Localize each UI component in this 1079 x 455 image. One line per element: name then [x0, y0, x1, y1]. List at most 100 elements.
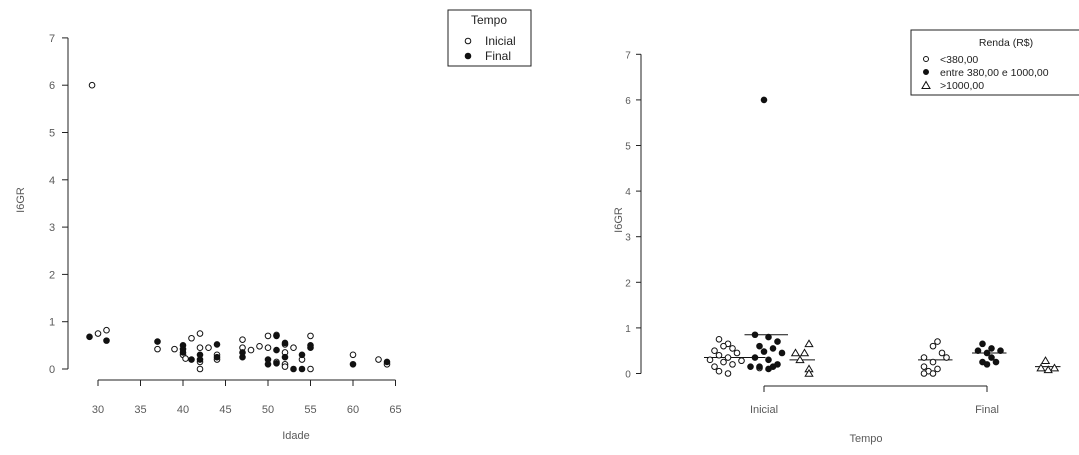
left-data-point [307, 344, 314, 352]
right-data-point [938, 349, 946, 357]
right-data-point [729, 361, 736, 368]
right-data-point [715, 336, 723, 343]
right-data-point [765, 333, 772, 341]
right-data-point [724, 354, 732, 361]
right-data-point [920, 354, 928, 361]
right-data-point [988, 354, 995, 361]
left-data-point [88, 81, 96, 89]
right-data-point [765, 356, 772, 364]
left-data-point [281, 353, 289, 361]
left-data-point [281, 363, 289, 370]
left-data-point [154, 338, 161, 345]
right-y-tick-label: 2 [625, 278, 631, 289]
right-data-point [804, 339, 814, 348]
right-legend-entry-low: <380,00 [940, 54, 978, 66]
right-data-point [804, 368, 814, 377]
left-y-tick-label: 6 [49, 80, 55, 92]
right-data-point [760, 348, 768, 355]
right-y-tick-label: 5 [625, 142, 631, 153]
left-y-tick-label: 0 [49, 364, 55, 376]
left-data-point [188, 356, 195, 363]
legend-open-triangle-marker [921, 80, 931, 89]
right-data-point [934, 365, 941, 373]
right-data-point [934, 338, 941, 345]
right-data-point [1036, 363, 1046, 372]
left-x-tick-label: 50 [262, 404, 274, 416]
left-data-point [349, 351, 357, 359]
left-legend-entry-inicial: Inicial [485, 34, 516, 48]
left-data-point [264, 332, 272, 340]
left-data-point [103, 337, 110, 344]
right-data-point [799, 348, 810, 357]
left-data-point [86, 333, 93, 341]
left-data-point [290, 344, 297, 352]
left-y-tick-label: 1 [49, 317, 55, 329]
left-x-tick-label: 40 [177, 404, 189, 416]
right-data-point [720, 342, 727, 350]
right-ylabel: I6GR [613, 207, 625, 233]
right-data-point [920, 370, 928, 377]
right-data-point [983, 361, 991, 368]
legend-filled-circle-marker [464, 52, 472, 60]
right-data-point [929, 370, 937, 377]
left-data-point [247, 346, 255, 354]
legend-filled-circle-marker [923, 69, 929, 75]
right-y-tick-label: 1 [625, 324, 631, 335]
right-data-point [774, 338, 781, 345]
left-data-point [171, 345, 178, 353]
left-data-point [154, 345, 161, 353]
right-data-point [974, 347, 982, 355]
left-xlabel: Idade [282, 430, 310, 442]
left-data-point [273, 360, 280, 367]
right-data-point [1040, 356, 1051, 365]
right-data-point [929, 358, 937, 366]
left-y-tick-label: 7 [49, 33, 55, 45]
left-y-tick-label: 3 [49, 222, 55, 234]
right-data-point [769, 345, 777, 352]
right-data-point [751, 331, 759, 339]
left-x-tick-label: 60 [347, 404, 359, 416]
left-data-point [188, 334, 195, 342]
right-data-point [929, 342, 937, 350]
legend-open-circle-marker [923, 56, 929, 62]
right-data-point [920, 363, 928, 370]
left-data-point [383, 358, 391, 366]
left-x-tick-label: 65 [389, 404, 401, 416]
left-y-tick-label: 2 [49, 269, 55, 281]
right-data-point [720, 358, 727, 366]
left-data-point [273, 332, 280, 340]
left-data-point [298, 351, 306, 359]
right-legend-entry-high: >1000,00 [940, 80, 984, 92]
left-legend: Tempo Inicial Final [447, 9, 532, 67]
right-y-tick-label: 4 [625, 187, 631, 198]
right-data-point [756, 363, 763, 370]
left-x-tick-label: 55 [304, 404, 316, 416]
left-data-point [196, 330, 204, 337]
right-data-point [751, 354, 759, 361]
right-xlabel: Tempo [849, 433, 882, 445]
left-data-point [264, 344, 272, 352]
right-data-point [706, 356, 714, 364]
right-data-point [1049, 363, 1060, 372]
right-data-point [747, 363, 754, 370]
right-data-point [979, 340, 986, 348]
right-data-point [765, 365, 772, 373]
left-data-point [307, 365, 314, 373]
left-data-point [103, 326, 110, 334]
right-data-point [1043, 365, 1053, 374]
right-legend: Renda (R$) <380,00 entre 380,00 e 1000,0… [910, 29, 1079, 96]
left-data-point [307, 332, 314, 340]
left-data-point [196, 344, 204, 352]
right-data-point [992, 358, 1000, 366]
left-x-tick-label: 30 [92, 404, 104, 416]
left-y-tick-label: 4 [49, 175, 55, 187]
right-data-point [738, 357, 745, 365]
right-data-point [711, 347, 718, 355]
legend-open-circle-marker [464, 37, 472, 45]
right-data-point [997, 347, 1004, 355]
right-data-point [711, 363, 718, 370]
left-data-point [94, 330, 102, 337]
right-data-point [778, 349, 786, 357]
right-data-point [724, 370, 732, 377]
right-category-label-inicial: Inicial [750, 404, 778, 416]
